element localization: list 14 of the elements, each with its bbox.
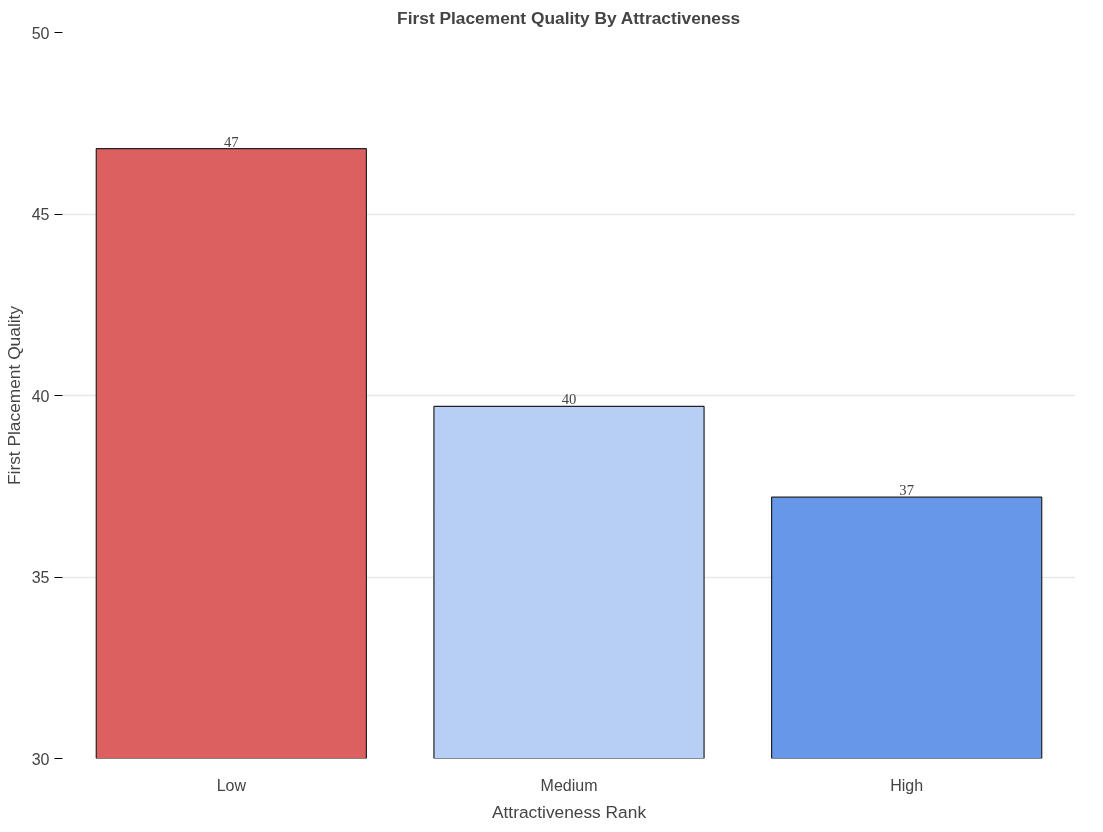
y-tick-label: 40 [31, 387, 50, 405]
x-tick-label: Medium [540, 776, 598, 794]
data-label: 40 [561, 391, 577, 408]
data-label: 47 [224, 133, 239, 150]
chart-title: First Placement Quality By Attractiveness [397, 7, 741, 28]
y-tick-label: 30 [31, 750, 50, 768]
y-axis-title: First Placement Quality [3, 305, 24, 486]
y-tick-label: 45 [31, 206, 50, 223]
data-label: 37 [899, 482, 914, 499]
y-tick-label: 35 [31, 569, 50, 586]
x-axis-title: Attractiveness Rank [491, 801, 647, 822]
x-tick-label: High [890, 776, 924, 794]
x-tick-label: Low [216, 776, 247, 794]
y-tick-label: 50 [31, 24, 50, 42]
